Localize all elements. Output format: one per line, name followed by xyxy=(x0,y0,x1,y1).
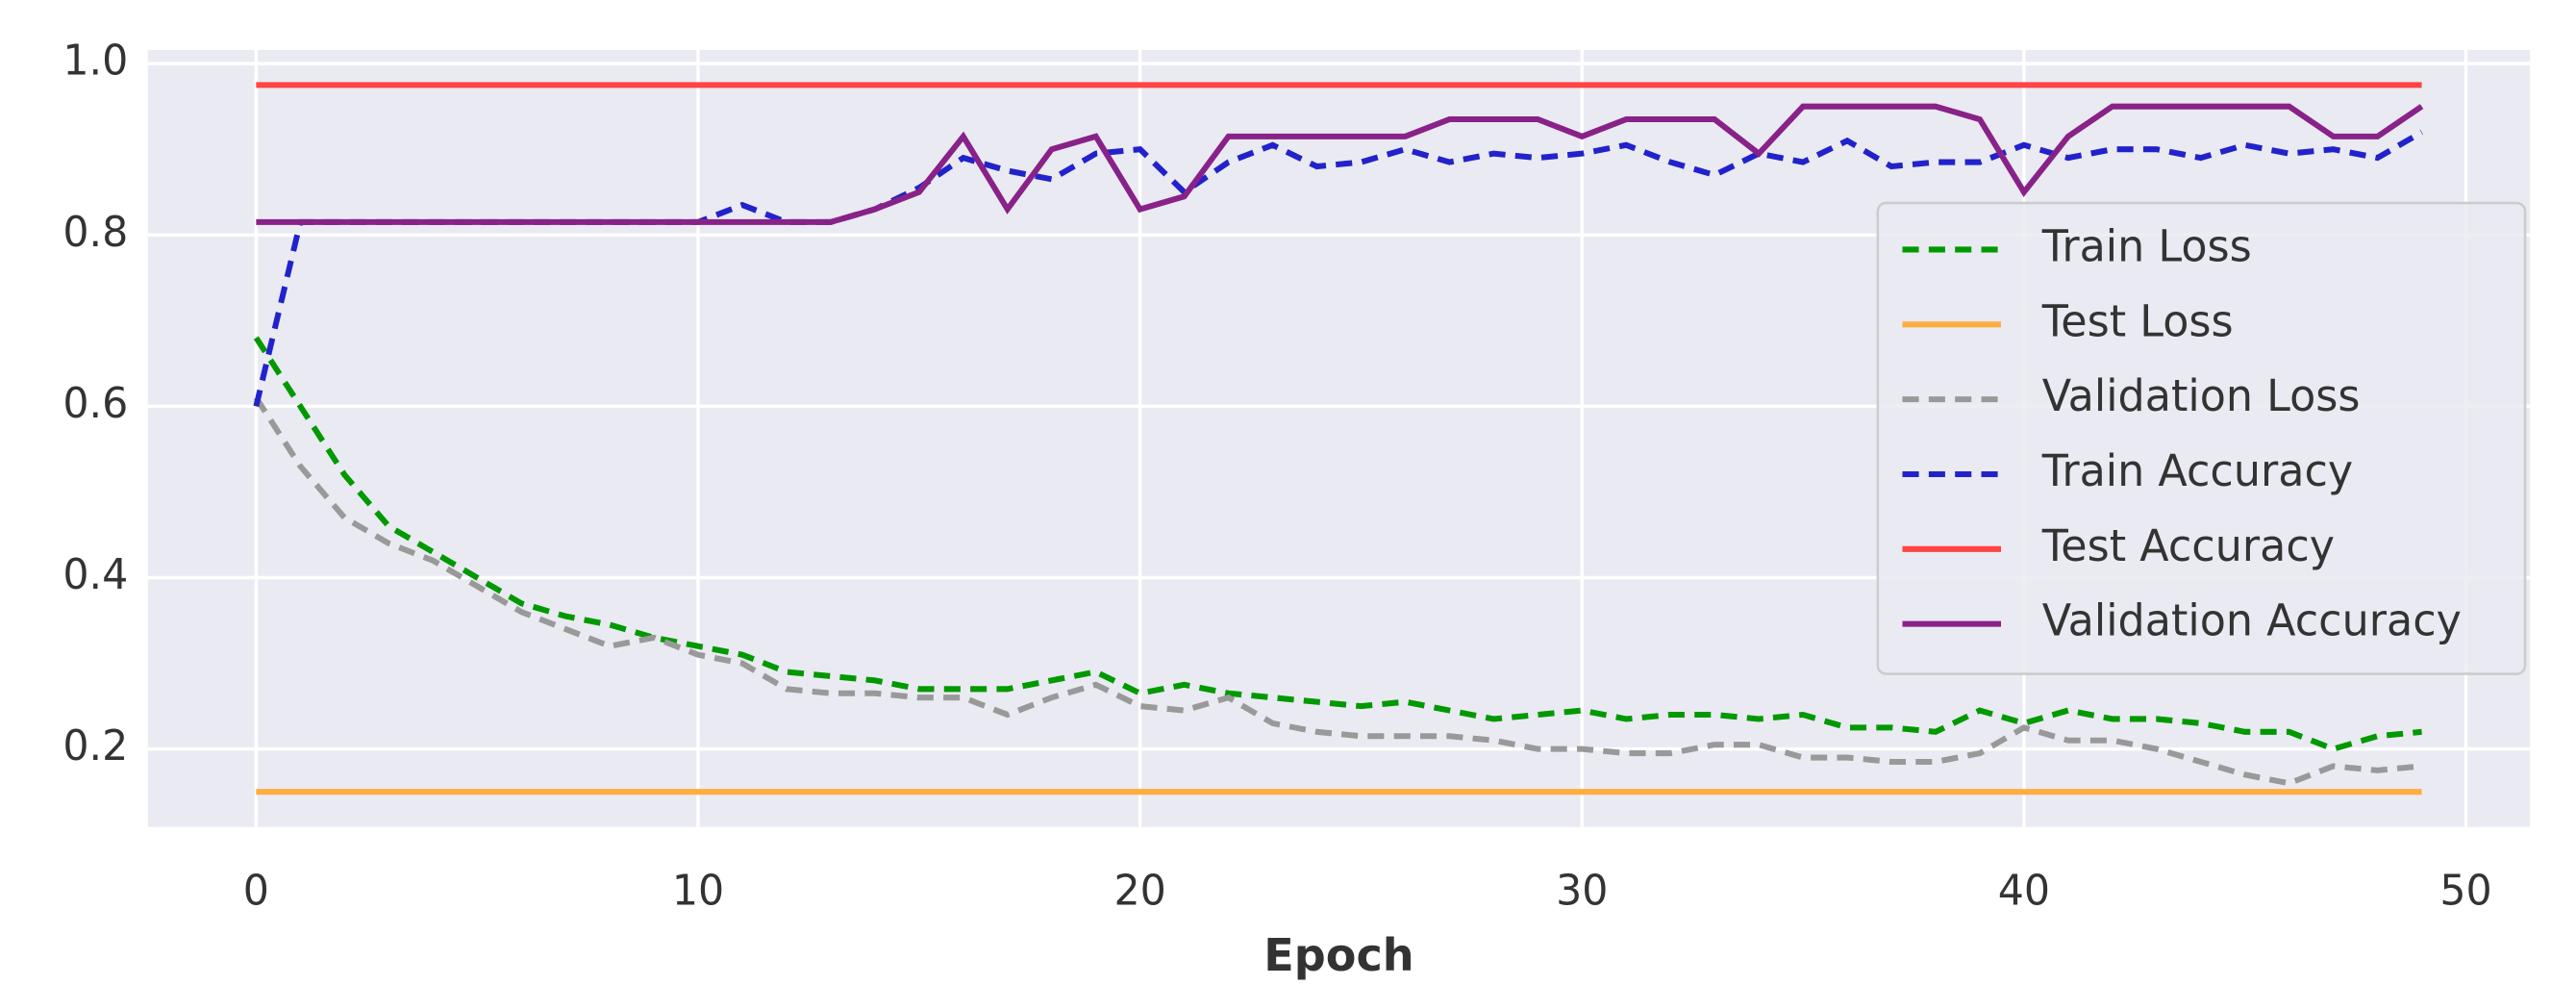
y-tick-label: 1.0 xyxy=(63,37,128,85)
legend-label: Validation Accuracy xyxy=(2042,595,2462,645)
legend: Train Loss Test Loss Validation Loss Train … xyxy=(1876,201,2527,675)
x-tick-label: 50 xyxy=(2439,867,2491,915)
x-tick-label: 0 xyxy=(243,867,269,915)
x-tick-label: 40 xyxy=(1998,867,2050,915)
legend-label: Train Accuracy xyxy=(2041,446,2353,496)
legend-label: Validation Loss xyxy=(2042,371,2361,421)
x-tick-label: 10 xyxy=(672,867,724,915)
y-tick-label: 0.2 xyxy=(63,722,128,770)
lines xyxy=(253,82,2424,796)
y-tick-label: 0.8 xyxy=(63,209,128,257)
series-line xyxy=(253,336,2422,752)
x-axis-label: Epoch xyxy=(1263,929,1413,981)
x-tick-label: 20 xyxy=(1113,867,1165,915)
series-line xyxy=(256,103,2424,225)
legend-label: Test Loss xyxy=(2041,296,2234,346)
y-tick-label: 0.6 xyxy=(63,380,128,428)
y-tick-label: 0.4 xyxy=(63,551,128,599)
legend-label: Test Accuracy xyxy=(2041,521,2335,571)
series-line xyxy=(253,395,2422,787)
legend-box xyxy=(1876,201,2527,675)
x-tick-label: 30 xyxy=(1556,867,1608,915)
legend-label: Train Loss xyxy=(2041,221,2252,271)
